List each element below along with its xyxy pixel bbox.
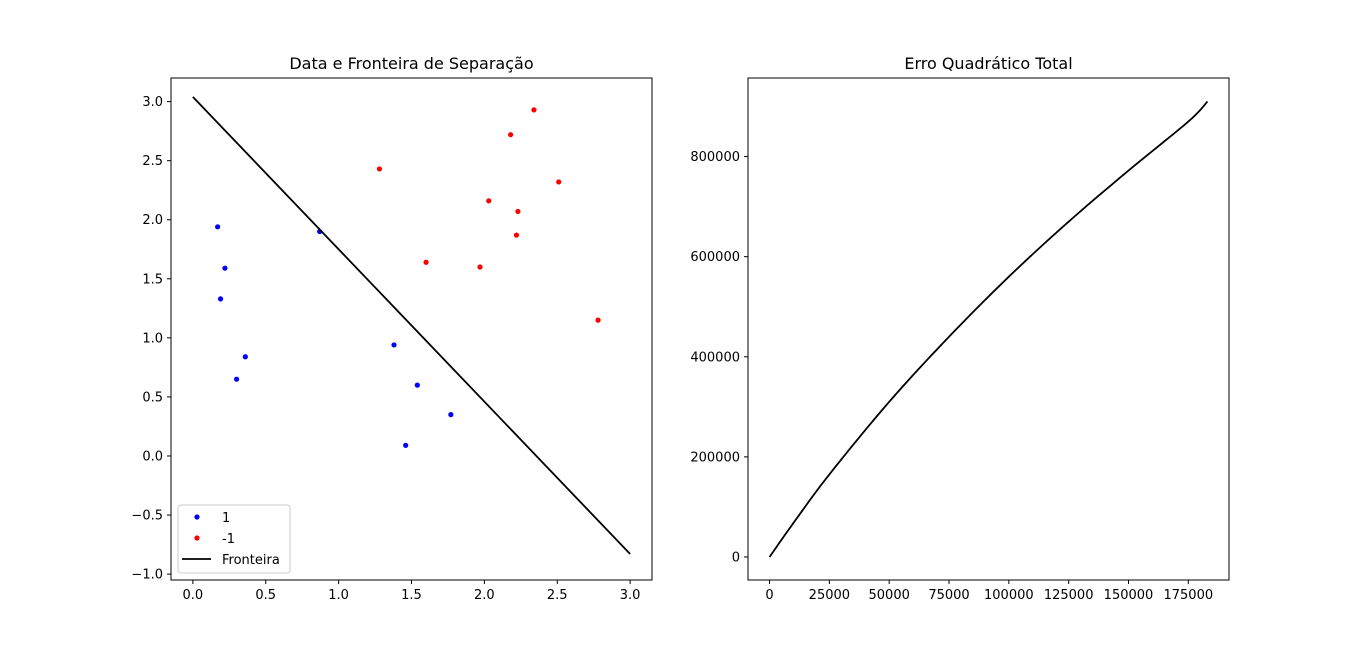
- data-point-series-0: [222, 265, 228, 271]
- y-tick-label: 0.0: [142, 449, 163, 464]
- y-tick-label: −0.5: [131, 509, 163, 524]
- y-tick-label: 3.0: [142, 95, 163, 110]
- scatter-subplot: Data e Fronteira de Separação 0.0 0.5 1.0 1…: [131, 54, 653, 603]
- scatter-x-ticks: 0.0 0.5 1.0 1.5 2.0 2.5 3.0: [183, 580, 641, 603]
- y-tick-label: 0: [732, 550, 740, 565]
- data-point-series-0: [233, 376, 240, 382]
- data-point-series-0: [215, 224, 221, 230]
- x-tick-label: 50000: [869, 588, 910, 603]
- data-point-series-1: [486, 198, 492, 204]
- y-tick-label: 1.5: [142, 272, 163, 287]
- data-point-series-1: [531, 107, 537, 113]
- scatter-axes-frame: [170, 77, 653, 581]
- data-point-series-0: [448, 412, 454, 418]
- scatter-y-ticks: −1.0 −0.5 0.0 0.5 1.0 1.5 2.0 2.5 3.0: [131, 95, 171, 583]
- x-tick-label: 1.0: [328, 588, 349, 603]
- x-tick-label: 125000: [1044, 588, 1094, 603]
- error-subplot: Erro Quadrático Total 0 25000 50000 75000 10…: [690, 54, 1230, 603]
- x-tick-label: 0.5: [255, 588, 276, 603]
- y-tick-label: −1.0: [131, 568, 163, 583]
- x-tick-label: 75000: [928, 588, 969, 603]
- data-point-series-1: [423, 259, 429, 265]
- data-point-series-1: [477, 264, 483, 270]
- legend-label-class-neg1: -1: [222, 532, 235, 547]
- data-point-series-1: [376, 166, 383, 172]
- legend-marker-class-neg1: [194, 535, 200, 541]
- error-axes-frame: [747, 77, 1230, 581]
- x-tick-label: 1.5: [401, 588, 422, 603]
- legend-box: [177, 504, 291, 574]
- y-tick-label: 600000: [690, 250, 740, 265]
- x-tick-label: 2.0: [474, 588, 495, 603]
- y-tick-label: 800000: [690, 150, 740, 165]
- y-tick-label: 2.5: [142, 154, 163, 169]
- y-tick-label: 200000: [690, 450, 740, 465]
- x-tick-label: 150000: [1104, 588, 1154, 603]
- x-tick-label: 100000: [984, 588, 1034, 603]
- data-point-series-1: [515, 208, 521, 215]
- data-point-series-0: [217, 296, 224, 302]
- legend-label-class-1: 1: [222, 511, 230, 526]
- legend-label-fronteira: Fronteira: [222, 553, 280, 568]
- data-point-series-0: [414, 382, 420, 388]
- x-tick-label: 0.0: [183, 588, 204, 603]
- data-point-series-1: [556, 179, 562, 185]
- x-tick-label: 175000: [1163, 588, 1213, 603]
- data-point-series-0: [242, 354, 248, 360]
- boundary-line: [192, 96, 631, 555]
- y-tick-label: 400000: [690, 350, 740, 365]
- y-tick-label: 0.5: [142, 390, 163, 405]
- error-y-ticks: 0 200000 400000 600000 800000: [690, 150, 748, 565]
- x-tick-label: 25000: [809, 588, 850, 603]
- data-point-series-0: [403, 442, 409, 448]
- x-tick-label: 2.5: [547, 588, 568, 603]
- data-point-series-1: [513, 232, 520, 238]
- scatter-data: [192, 96, 631, 555]
- error-title: Erro Quadrático Total: [904, 54, 1072, 73]
- data-point-series-0: [391, 342, 397, 348]
- x-tick-label: 0: [765, 588, 773, 603]
- data-point-series-1: [595, 317, 601, 323]
- legend: 1 -1 Fronteira: [177, 504, 291, 574]
- y-tick-label: 2.0: [142, 213, 163, 228]
- error-data: [768, 100, 1209, 558]
- scatter-title: Data e Fronteira de Separação: [289, 54, 533, 73]
- data-point-series-1: [508, 132, 514, 138]
- x-tick-label: 3.0: [620, 588, 641, 603]
- error-x-ticks: 0 25000 50000 75000 100000 125000 150000 175000: [765, 580, 1213, 603]
- y-tick-label: 1.0: [142, 331, 163, 346]
- legend-marker-class-1: [194, 514, 200, 520]
- error-curve: [768, 100, 1209, 558]
